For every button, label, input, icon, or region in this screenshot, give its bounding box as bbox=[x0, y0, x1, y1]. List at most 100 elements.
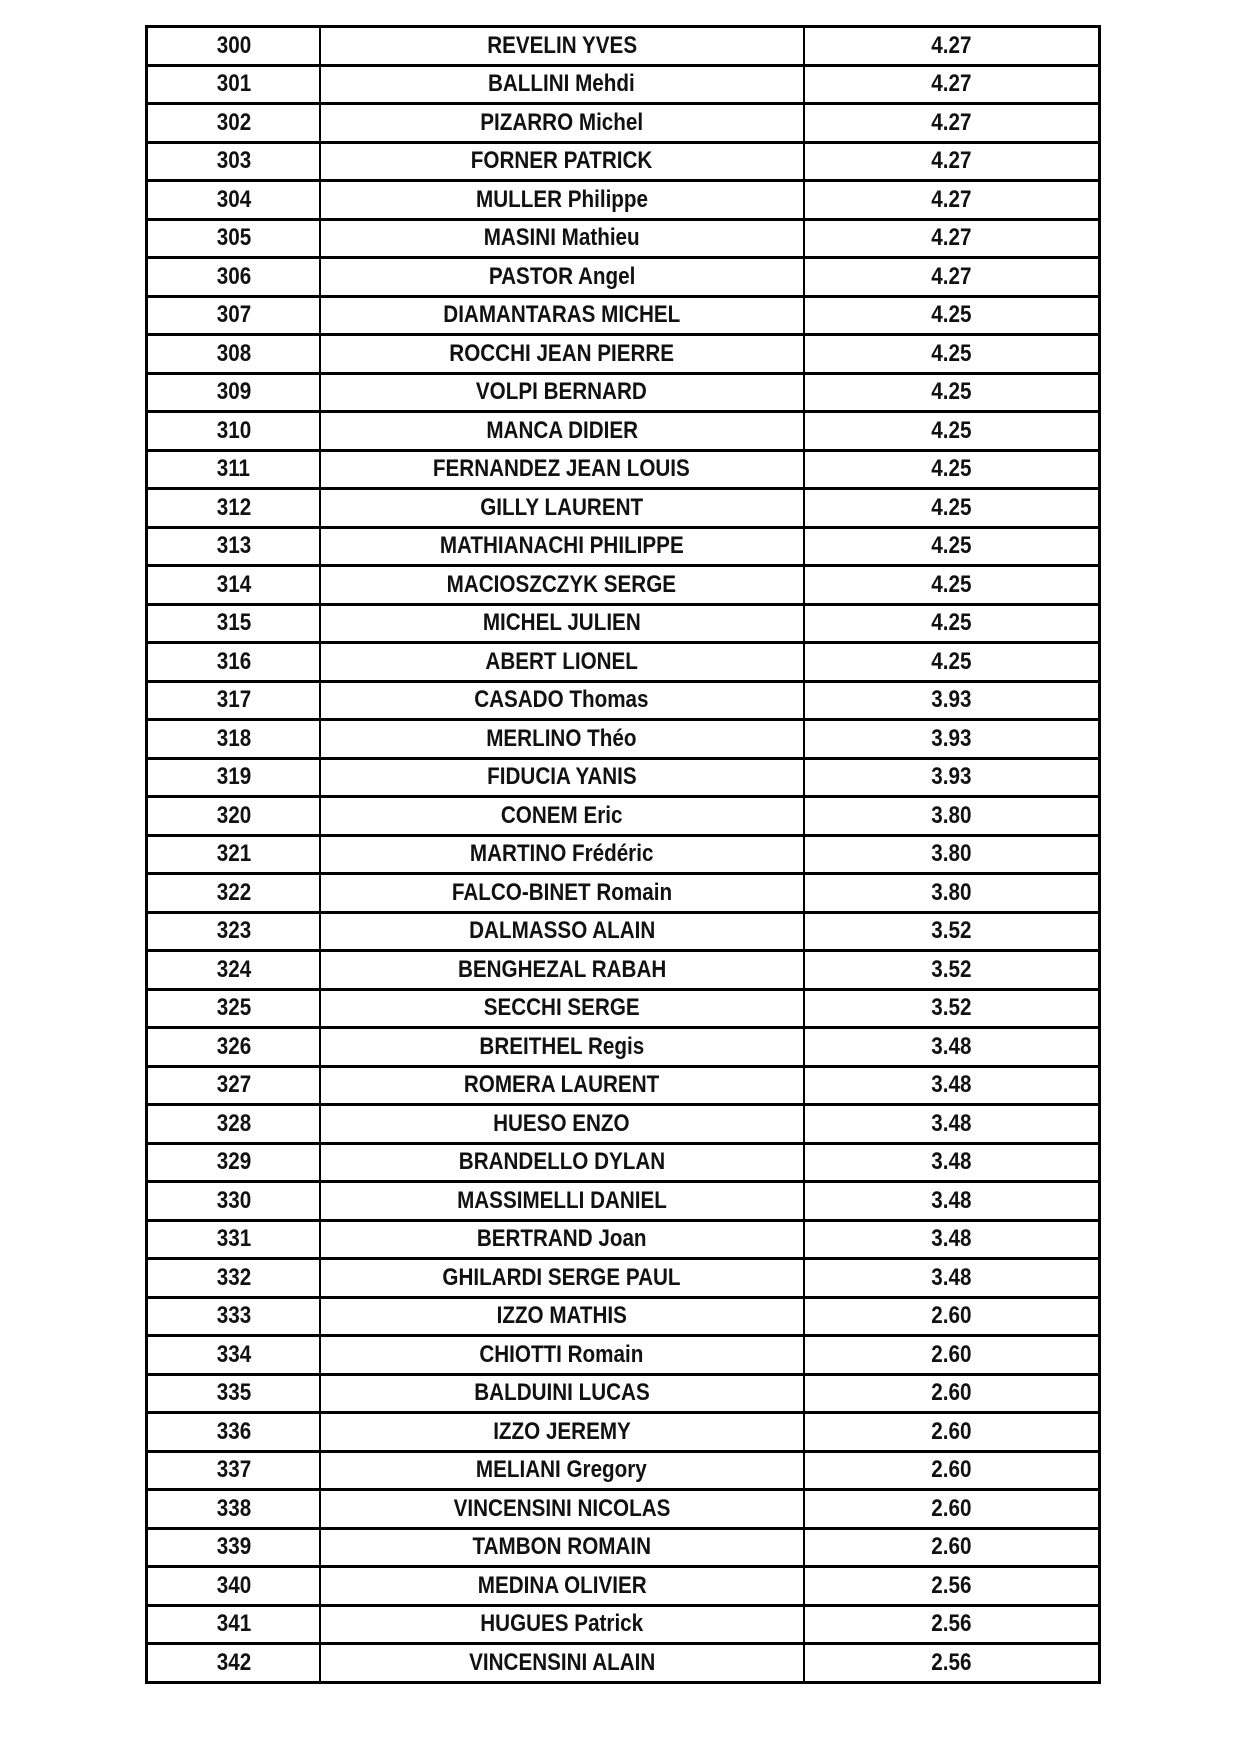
score-cell: 4.27 bbox=[802, 102, 1101, 143]
rank-cell-text: 312 bbox=[216, 493, 251, 521]
name-cell: ROCCHI JEAN PIERRE bbox=[319, 333, 805, 374]
score-cell: 2.56 bbox=[802, 1642, 1101, 1683]
score-cell: 3.93 bbox=[802, 680, 1101, 721]
name-cell-text: VINCENSINI NICOLAS bbox=[453, 1494, 671, 1522]
table-row: 317 CASADO Thomas 3.93 bbox=[145, 680, 1101, 721]
table-row: 324 BENGHEZAL RABAH 3.52 bbox=[145, 949, 1101, 990]
table-row: 307 DIAMANTARAS MICHEL 4.25 bbox=[145, 295, 1101, 336]
table-row: 315 MICHEL JULIEN 4.25 bbox=[145, 603, 1101, 644]
score-cell: 3.52 bbox=[802, 949, 1101, 990]
name-cell-text: REVELIN YVES bbox=[486, 31, 637, 59]
name-cell-text: DIAMANTARAS MICHEL bbox=[443, 301, 681, 329]
table-row: 338 VINCENSINI NICOLAS 2.60 bbox=[145, 1488, 1101, 1529]
score-cell: 3.48 bbox=[802, 1219, 1101, 1260]
score-cell: 3.93 bbox=[802, 757, 1101, 798]
score-cell: 2.60 bbox=[802, 1488, 1101, 1529]
rank-cell-text: 328 bbox=[216, 1109, 251, 1137]
name-cell: FERNANDEZ JEAN LOUIS bbox=[319, 449, 805, 490]
table-row: 332 GHILARDI SERGE PAUL 3.48 bbox=[145, 1257, 1101, 1298]
score-cell-text: 3.48 bbox=[931, 1186, 972, 1214]
score-cell: 3.48 bbox=[802, 1103, 1101, 1144]
score-cell-text: 3.48 bbox=[931, 1225, 972, 1253]
rank-cell-text: 342 bbox=[216, 1648, 251, 1676]
score-cell: 4.25 bbox=[802, 295, 1101, 336]
score-cell: 4.27 bbox=[802, 179, 1101, 220]
name-cell: ROMERA LAURENT bbox=[319, 1065, 805, 1106]
score-cell: 2.56 bbox=[802, 1565, 1101, 1606]
name-cell: VINCENSINI ALAIN bbox=[319, 1642, 805, 1683]
score-cell-text: 4.25 bbox=[931, 493, 972, 521]
table-row: 313 MATHIANACHI PHILIPPE 4.25 bbox=[145, 526, 1101, 567]
name-cell-text: MARTINO Frédéric bbox=[470, 840, 654, 868]
score-cell: 3.48 bbox=[802, 1065, 1101, 1106]
rank-cell: 310 bbox=[145, 410, 322, 451]
rank-cell: 323 bbox=[145, 911, 322, 952]
table-row: 301 BALLINI Mehdi 4.27 bbox=[145, 64, 1101, 105]
name-cell-text: SECCHI SERGE bbox=[483, 994, 640, 1022]
score-cell-text: 3.48 bbox=[931, 1071, 972, 1099]
name-cell: MELIANI Gregory bbox=[319, 1450, 805, 1491]
name-cell-text: VINCENSINI ALAIN bbox=[468, 1648, 655, 1676]
rank-cell: 341 bbox=[145, 1604, 322, 1645]
rank-cell-text: 306 bbox=[216, 262, 251, 290]
score-cell: 4.27 bbox=[802, 64, 1101, 105]
name-cell-text: IZZO JEREMY bbox=[492, 1417, 631, 1445]
rank-cell-text: 341 bbox=[216, 1610, 251, 1638]
score-cell-text: 3.52 bbox=[931, 917, 972, 945]
rank-cell-text: 302 bbox=[216, 108, 251, 136]
table-row: 339 TAMBON ROMAIN 2.60 bbox=[145, 1527, 1101, 1568]
name-cell-text: PASTOR Angel bbox=[488, 262, 636, 290]
name-cell: ABERT LIONEL bbox=[319, 641, 805, 682]
score-cell-text: 4.25 bbox=[931, 455, 972, 483]
score-cell: 3.52 bbox=[802, 911, 1101, 952]
score-cell-text: 4.25 bbox=[931, 570, 972, 598]
score-cell: 4.25 bbox=[802, 487, 1101, 528]
name-cell: PASTOR Angel bbox=[319, 256, 805, 297]
name-cell-text: ROCCHI JEAN PIERRE bbox=[449, 339, 675, 367]
name-cell-text: MERLINO Théo bbox=[486, 724, 637, 752]
score-cell: 3.93 bbox=[802, 718, 1101, 759]
table-row: 300 REVELIN YVES 4.27 bbox=[145, 25, 1101, 66]
name-cell: IZZO JEREMY bbox=[319, 1411, 805, 1452]
rank-cell-text: 308 bbox=[216, 339, 251, 367]
rank-cell-text: 309 bbox=[216, 378, 251, 406]
rank-cell: 316 bbox=[145, 641, 322, 682]
score-cell-text: 4.27 bbox=[931, 185, 972, 213]
rank-cell: 319 bbox=[145, 757, 322, 798]
name-cell: FIDUCIA YANIS bbox=[319, 757, 805, 798]
table-row: 341 HUGUES Patrick 2.56 bbox=[145, 1604, 1101, 1645]
rank-cell-text: 340 bbox=[216, 1571, 251, 1599]
name-cell-text: HUESO ENZO bbox=[493, 1109, 631, 1137]
score-cell: 4.25 bbox=[802, 526, 1101, 567]
score-cell: 3.48 bbox=[802, 1180, 1101, 1221]
name-cell: GHILARDI SERGE PAUL bbox=[319, 1257, 805, 1298]
rank-cell-text: 326 bbox=[216, 1032, 251, 1060]
rank-cell: 317 bbox=[145, 680, 322, 721]
name-cell: TAMBON ROMAIN bbox=[319, 1527, 805, 1568]
name-cell-text: HUGUES Patrick bbox=[480, 1610, 644, 1638]
rank-cell: 324 bbox=[145, 949, 322, 990]
table-row: 320 CONEM Eric 3.80 bbox=[145, 795, 1101, 836]
table-row: 310 MANCA DIDIER 4.25 bbox=[145, 410, 1101, 451]
table-row: 330 MASSIMELLI DANIEL 3.48 bbox=[145, 1180, 1101, 1221]
score-cell: 3.48 bbox=[802, 1257, 1101, 1298]
score-cell-text: 2.60 bbox=[931, 1417, 972, 1445]
rank-cell: 326 bbox=[145, 1026, 322, 1067]
score-cell-text: 3.52 bbox=[931, 994, 972, 1022]
table-row: 302 PIZARRO Michel 4.27 bbox=[145, 102, 1101, 143]
table-row: 322 FALCO-BINET Romain 3.80 bbox=[145, 872, 1101, 913]
name-cell-text: VOLPI BERNARD bbox=[476, 378, 648, 406]
table-row: 336 IZZO JEREMY 2.60 bbox=[145, 1411, 1101, 1452]
name-cell-text: IZZO MATHIS bbox=[496, 1302, 627, 1330]
name-cell: IZZO MATHIS bbox=[319, 1296, 805, 1337]
rank-cell: 313 bbox=[145, 526, 322, 567]
name-cell: CHIOTTI Romain bbox=[319, 1334, 805, 1375]
score-cell: 3.48 bbox=[802, 1142, 1101, 1183]
rank-cell-text: 321 bbox=[216, 840, 251, 868]
name-cell-text: BENGHEZAL RABAH bbox=[457, 955, 666, 983]
score-cell: 4.25 bbox=[802, 449, 1101, 490]
rank-cell: 333 bbox=[145, 1296, 322, 1337]
rank-cell: 342 bbox=[145, 1642, 322, 1683]
rank-cell-text: 332 bbox=[216, 1263, 251, 1291]
name-cell-text: PIZARRO Michel bbox=[480, 108, 644, 136]
